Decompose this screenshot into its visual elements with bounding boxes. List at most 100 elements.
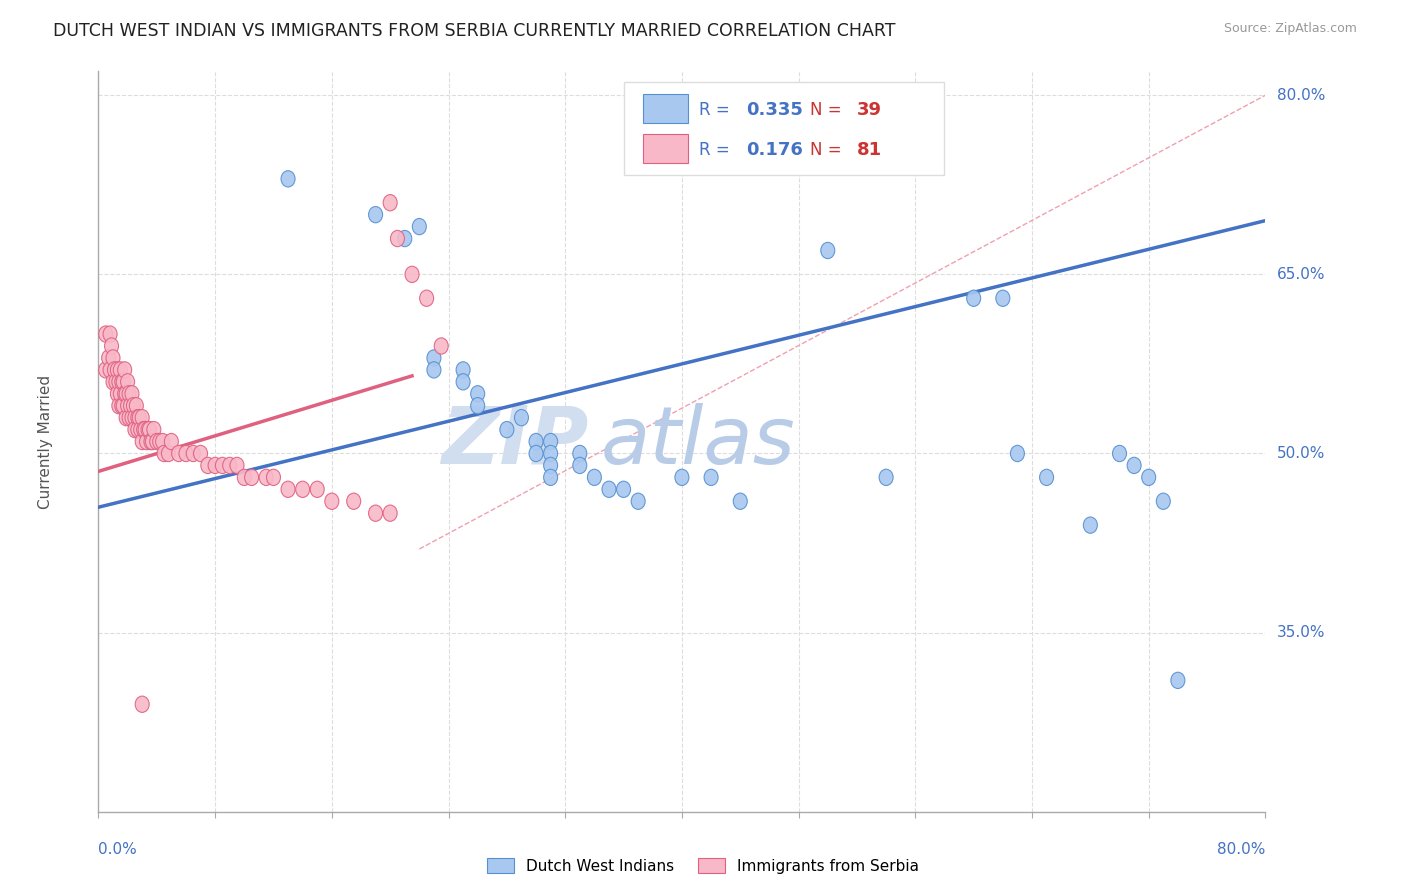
Text: R =: R = <box>699 101 735 119</box>
Ellipse shape <box>143 434 157 450</box>
Ellipse shape <box>121 374 135 390</box>
Ellipse shape <box>101 350 115 366</box>
Ellipse shape <box>295 481 309 498</box>
FancyBboxPatch shape <box>644 94 688 123</box>
Ellipse shape <box>138 421 152 438</box>
Ellipse shape <box>107 362 121 378</box>
Ellipse shape <box>311 481 325 498</box>
Ellipse shape <box>127 398 141 414</box>
Ellipse shape <box>194 445 208 462</box>
Ellipse shape <box>111 385 124 402</box>
Ellipse shape <box>529 434 543 450</box>
Ellipse shape <box>105 374 120 390</box>
Ellipse shape <box>1084 517 1097 533</box>
Ellipse shape <box>588 469 602 485</box>
Ellipse shape <box>134 421 148 438</box>
Ellipse shape <box>124 398 138 414</box>
Ellipse shape <box>1128 458 1142 474</box>
Ellipse shape <box>215 458 229 474</box>
Ellipse shape <box>631 493 645 509</box>
Ellipse shape <box>128 409 142 425</box>
Ellipse shape <box>98 362 112 378</box>
Ellipse shape <box>572 445 586 462</box>
Ellipse shape <box>1142 469 1156 485</box>
Ellipse shape <box>602 481 616 498</box>
Ellipse shape <box>208 458 222 474</box>
Ellipse shape <box>157 445 172 462</box>
Ellipse shape <box>120 409 134 425</box>
Text: 81: 81 <box>858 141 882 159</box>
Ellipse shape <box>117 374 131 390</box>
Ellipse shape <box>129 398 143 414</box>
Ellipse shape <box>98 326 112 343</box>
Text: 0.176: 0.176 <box>747 141 803 159</box>
Ellipse shape <box>122 385 136 402</box>
Ellipse shape <box>114 362 128 378</box>
Ellipse shape <box>122 409 136 425</box>
Ellipse shape <box>821 243 835 259</box>
Ellipse shape <box>132 409 146 425</box>
Ellipse shape <box>186 445 200 462</box>
Ellipse shape <box>347 493 361 509</box>
FancyBboxPatch shape <box>644 134 688 163</box>
Ellipse shape <box>617 481 630 498</box>
Ellipse shape <box>115 398 129 414</box>
Ellipse shape <box>139 434 153 450</box>
Ellipse shape <box>259 469 273 485</box>
Ellipse shape <box>704 469 718 485</box>
Text: N =: N = <box>810 101 848 119</box>
Ellipse shape <box>1112 445 1126 462</box>
Ellipse shape <box>172 445 186 462</box>
Ellipse shape <box>238 469 252 485</box>
Text: 0.0%: 0.0% <box>98 842 138 857</box>
Ellipse shape <box>427 362 441 378</box>
Ellipse shape <box>384 505 396 521</box>
Ellipse shape <box>1171 673 1185 689</box>
Legend: Dutch West Indians, Immigrants from Serbia: Dutch West Indians, Immigrants from Serb… <box>481 852 925 880</box>
Text: 0.335: 0.335 <box>747 101 803 119</box>
Ellipse shape <box>471 398 485 414</box>
Ellipse shape <box>231 458 245 474</box>
Text: atlas: atlas <box>600 402 794 481</box>
Ellipse shape <box>142 421 156 438</box>
Ellipse shape <box>115 374 129 390</box>
Ellipse shape <box>456 374 470 390</box>
Ellipse shape <box>103 362 117 378</box>
Ellipse shape <box>153 434 167 450</box>
FancyBboxPatch shape <box>624 82 945 175</box>
Ellipse shape <box>281 170 295 187</box>
Ellipse shape <box>135 434 149 450</box>
Ellipse shape <box>128 421 142 438</box>
Ellipse shape <box>544 445 558 462</box>
Ellipse shape <box>156 434 170 450</box>
Ellipse shape <box>675 469 689 485</box>
Ellipse shape <box>245 469 259 485</box>
Ellipse shape <box>201 458 215 474</box>
Ellipse shape <box>120 385 134 402</box>
Ellipse shape <box>131 421 145 438</box>
Ellipse shape <box>544 434 558 450</box>
Ellipse shape <box>179 445 193 462</box>
Text: 50.0%: 50.0% <box>1277 446 1324 461</box>
Ellipse shape <box>391 230 405 247</box>
Ellipse shape <box>281 481 295 498</box>
Text: R =: R = <box>699 141 735 159</box>
Ellipse shape <box>111 362 124 378</box>
Text: Currently Married: Currently Married <box>38 375 53 508</box>
Ellipse shape <box>1039 469 1053 485</box>
Ellipse shape <box>471 385 485 402</box>
Ellipse shape <box>121 398 135 414</box>
Ellipse shape <box>222 458 236 474</box>
Ellipse shape <box>515 409 529 425</box>
Ellipse shape <box>112 398 127 414</box>
Text: Source: ZipAtlas.com: Source: ZipAtlas.com <box>1223 22 1357 36</box>
Text: ZIP: ZIP <box>441 402 589 481</box>
Text: DUTCH WEST INDIAN VS IMMIGRANTS FROM SERBIA CURRENTLY MARRIED CORRELATION CHART: DUTCH WEST INDIAN VS IMMIGRANTS FROM SER… <box>53 22 896 40</box>
Ellipse shape <box>135 696 149 713</box>
Ellipse shape <box>967 290 980 306</box>
Ellipse shape <box>419 290 433 306</box>
Ellipse shape <box>995 290 1010 306</box>
Ellipse shape <box>112 374 127 390</box>
Text: 35.0%: 35.0% <box>1277 625 1324 640</box>
Ellipse shape <box>544 469 558 485</box>
